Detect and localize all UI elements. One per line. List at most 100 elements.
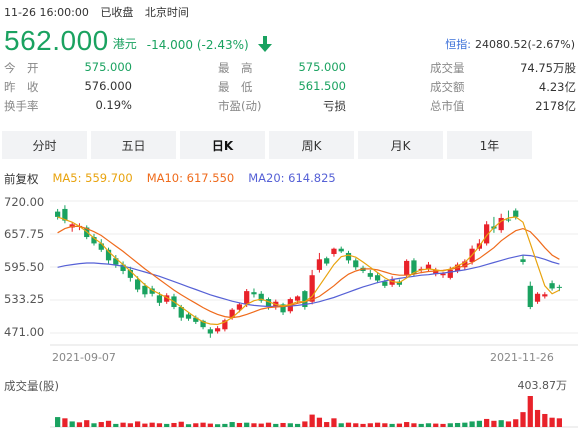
stat-value: 74.75万股 bbox=[520, 60, 576, 75]
volume-bar bbox=[229, 422, 235, 427]
volume-bar bbox=[316, 417, 323, 427]
volume-bar bbox=[556, 418, 562, 427]
volume-bar bbox=[171, 422, 177, 427]
candle-body bbox=[324, 258, 330, 264]
volume-bar bbox=[491, 420, 497, 427]
volume-bar bbox=[127, 423, 133, 427]
volume-bar bbox=[527, 396, 533, 427]
y-tick: 720.00 bbox=[4, 195, 45, 209]
volume-bar bbox=[76, 422, 83, 427]
ma-legend: 前复权 MA5: 559.700 MA10: 617.550 MA20: 614… bbox=[4, 171, 350, 187]
stat-pe: 市盈(动) 亏损 bbox=[218, 98, 346, 114]
volume-bar bbox=[280, 422, 286, 427]
volume-bar bbox=[178, 421, 184, 427]
volume-bar bbox=[374, 422, 381, 427]
stat-turnover-rate: 换手率 0.19% bbox=[4, 98, 132, 114]
candle-body bbox=[520, 259, 526, 262]
candle-body bbox=[294, 296, 301, 301]
candle-body bbox=[309, 275, 315, 302]
volume-bar bbox=[294, 423, 301, 427]
candle-body bbox=[185, 314, 192, 319]
ma10-value: MA10: 617.550 bbox=[146, 171, 235, 185]
stat-label: 最 低 bbox=[218, 79, 253, 94]
candle-body bbox=[251, 292, 257, 295]
candle-body bbox=[178, 307, 184, 318]
stat-prev-close: 昨 收 576.000 bbox=[4, 79, 132, 95]
volume-bar bbox=[396, 423, 403, 427]
tab-weekly-k[interactable]: 周K bbox=[269, 131, 354, 159]
y-tick: 657.75 bbox=[4, 227, 45, 241]
index-value: 24080.52(-2.67%) bbox=[475, 38, 575, 51]
hang-seng-index[interactable]: 恒指: 24080.52(-2.67%) bbox=[445, 36, 575, 52]
quote-time: 11-26 16:00:00 bbox=[4, 6, 89, 19]
volume-bar bbox=[389, 423, 395, 427]
tab-daily-k[interactable]: 日K bbox=[180, 131, 265, 159]
stats-row: 换手率 0.19% 市盈(动) 亏损 总市值 2178亿 bbox=[4, 96, 579, 115]
volume-bar bbox=[425, 423, 432, 427]
volume-bar bbox=[84, 420, 90, 427]
volume-bar bbox=[447, 423, 453, 427]
stat-label: 换手率 bbox=[4, 98, 39, 113]
candle-body bbox=[55, 211, 61, 217]
currency-label: 港元 bbox=[112, 37, 137, 51]
market-state: 已收盘 bbox=[100, 6, 134, 19]
ma20-line bbox=[57, 254, 560, 308]
x-label-end: 2021-11-26 bbox=[490, 351, 554, 364]
candle-body bbox=[484, 224, 490, 244]
candle-body bbox=[193, 317, 199, 322]
volume-bar bbox=[309, 414, 315, 427]
stat-value: 575.000 bbox=[298, 59, 346, 74]
y-tick: 471.00 bbox=[4, 325, 45, 339]
volume-bar bbox=[142, 423, 148, 427]
stat-value: 0.19% bbox=[95, 97, 132, 112]
candle-body bbox=[382, 281, 388, 286]
tab-five-day[interactable]: 五日 bbox=[91, 131, 176, 159]
candle-body bbox=[338, 248, 344, 252]
volume-bar bbox=[287, 423, 293, 427]
candle-body bbox=[265, 299, 272, 308]
candle-body bbox=[316, 259, 323, 270]
candle-body bbox=[62, 208, 68, 221]
volume-bar bbox=[331, 418, 337, 427]
volume-bar bbox=[200, 422, 206, 427]
candle-body bbox=[164, 295, 170, 302]
adjust-label[interactable]: 前复权 bbox=[4, 172, 39, 186]
volume-bar bbox=[382, 423, 388, 427]
tab-one-year[interactable]: 1年 bbox=[447, 131, 532, 159]
volume-bar bbox=[91, 423, 97, 427]
stat-value: 575.000 bbox=[84, 59, 132, 74]
volume-bar bbox=[440, 423, 446, 427]
stat-value: 576.000 bbox=[84, 78, 132, 93]
stats-row: 昨 收 576.000 最 低 561.500 成交额 4.23亿 bbox=[4, 77, 579, 96]
candle-body bbox=[280, 304, 286, 313]
stat-label: 成交额 bbox=[430, 79, 465, 94]
volume-bar bbox=[120, 422, 126, 427]
candle-body bbox=[353, 260, 359, 268]
volume-bar bbox=[476, 420, 482, 427]
candle-body bbox=[534, 293, 541, 302]
ma10-line bbox=[57, 225, 560, 319]
volume-bar bbox=[113, 423, 119, 427]
stat-label: 今 开 bbox=[4, 60, 39, 75]
stat-volume: 成交量 74.75万股 bbox=[430, 60, 576, 76]
y-tick: 533.25 bbox=[4, 292, 45, 306]
tab-monthly-k[interactable]: 月K bbox=[358, 131, 443, 159]
ma5-value: MA5: 559.700 bbox=[52, 171, 133, 185]
volume-bar bbox=[324, 422, 330, 427]
candle-body bbox=[433, 269, 439, 275]
stats-table: 今 开 575.000 最 高 575.000 成交量 74.75万股 昨 收 576.… bbox=[4, 58, 579, 115]
volume-bar bbox=[62, 418, 68, 427]
candle-body bbox=[258, 293, 264, 301]
quote-header: 562.000 港元 -14.000 (-2.43%) bbox=[4, 22, 273, 56]
stat-value: 亏损 bbox=[323, 98, 346, 113]
volume-bar bbox=[207, 423, 213, 427]
candle-body bbox=[222, 320, 228, 330]
volume-bar bbox=[549, 417, 555, 427]
volume-bar bbox=[258, 423, 264, 427]
tab-intraday[interactable]: 分时 bbox=[2, 131, 87, 159]
stat-label: 昨 收 bbox=[4, 79, 39, 94]
candle-body bbox=[149, 288, 155, 294]
candle-body bbox=[156, 295, 163, 303]
ma5-line bbox=[57, 216, 560, 326]
